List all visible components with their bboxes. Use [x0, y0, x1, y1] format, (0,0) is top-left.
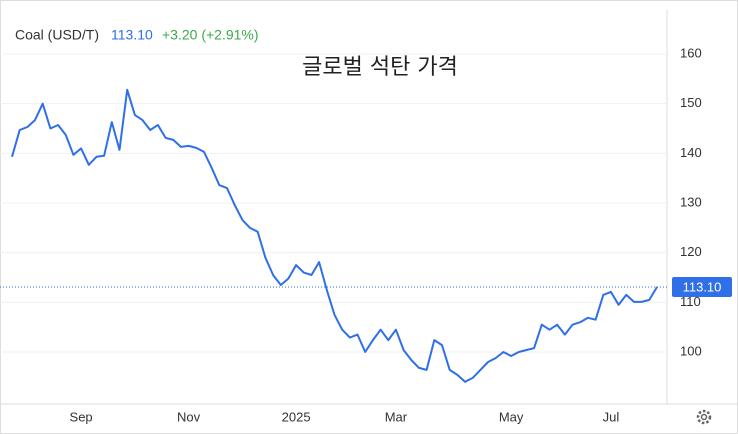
y-tick-label: 120 — [680, 244, 702, 259]
x-tick-label: 2025 — [282, 409, 311, 424]
x-tick-label: Jul — [603, 409, 620, 424]
x-tick-label: Nov — [177, 409, 201, 424]
x-tick-label: May — [499, 409, 524, 424]
y-tick-label: 100 — [680, 343, 702, 358]
x-tick-label: Sep — [70, 409, 93, 424]
y-tick-label: 140 — [680, 145, 702, 160]
chart-title: 글로벌 석탄 가격 — [302, 55, 458, 80]
price: 113.10 — [111, 27, 153, 43]
price-line — [11, 88, 658, 383]
y-tick-label: 130 — [680, 194, 702, 209]
change: +3.20 (+2.91%) — [162, 27, 259, 43]
y-tick-label: 110 — [680, 294, 701, 309]
y-tick-label: 160 — [680, 45, 702, 60]
settings-icon[interactable] — [696, 409, 712, 425]
last-price-tag — [672, 276, 732, 297]
x-tick-label: Mar — [385, 409, 408, 424]
y-tick-label: 150 — [680, 95, 702, 110]
symbol: Coal (USD/T) — [15, 27, 99, 43]
last-price-label: 113.10 — [683, 279, 722, 294]
